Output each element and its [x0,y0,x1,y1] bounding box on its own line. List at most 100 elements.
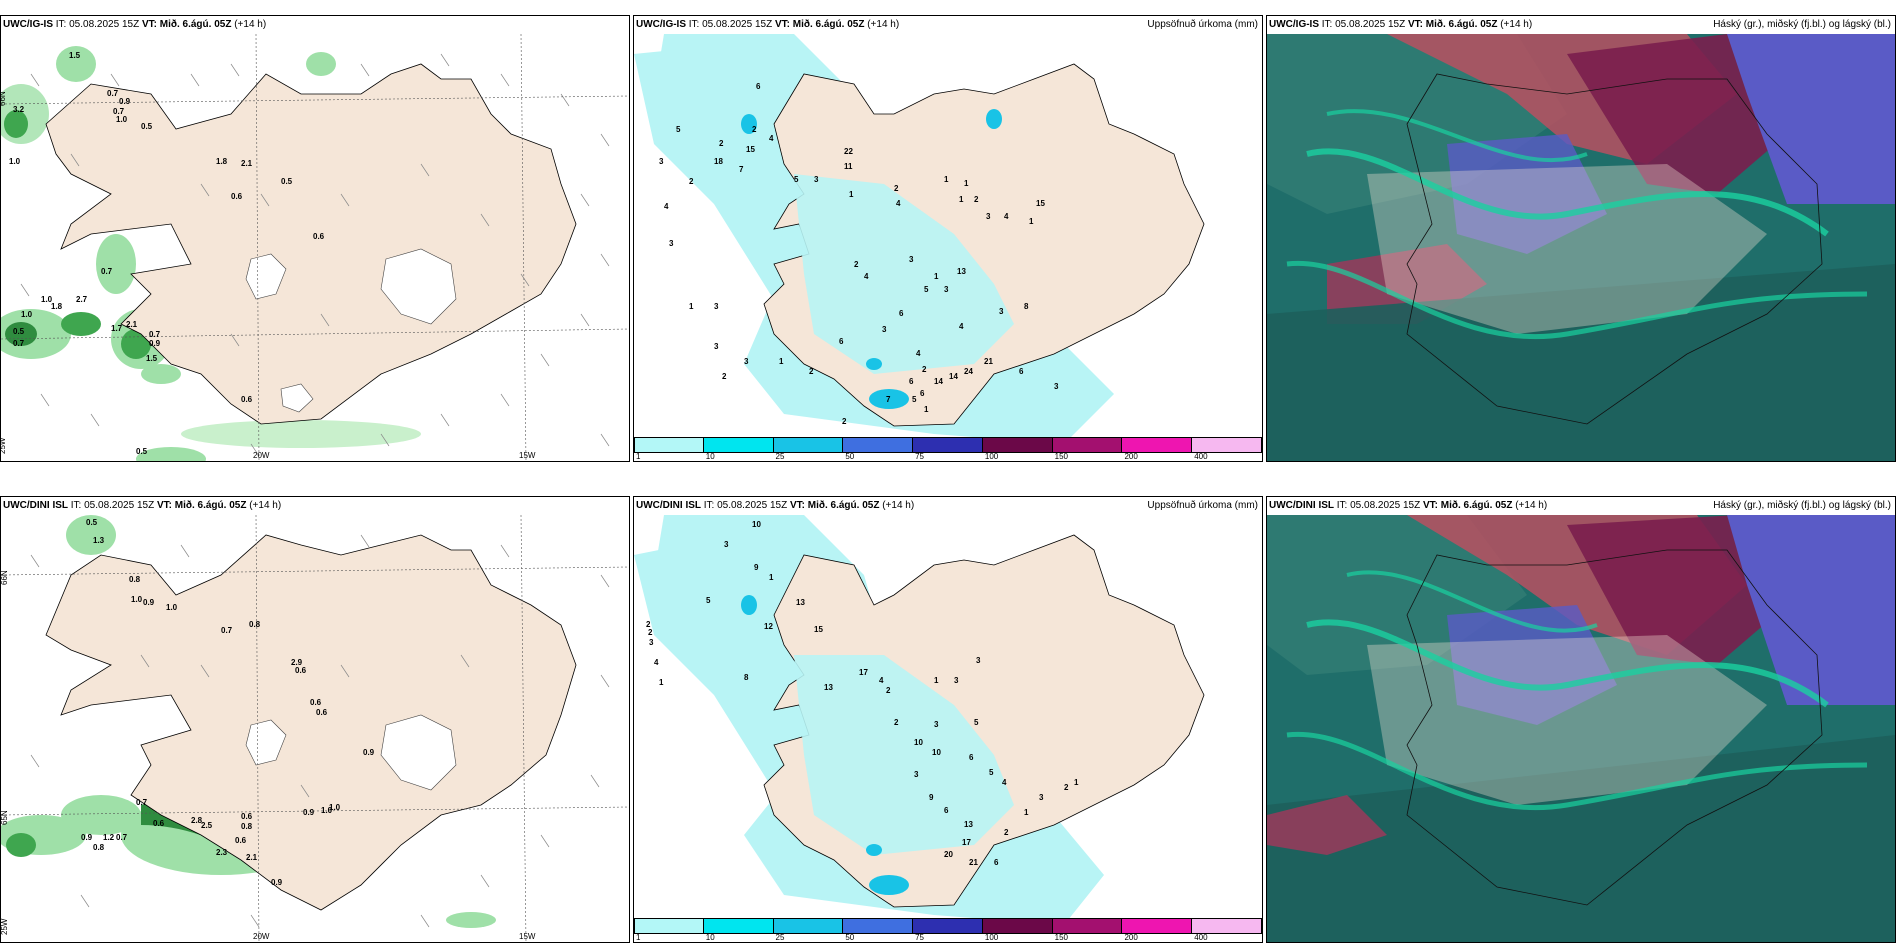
value-label: 1.5 [146,354,158,363]
colorbar-swatch [773,918,844,934]
value-label: 9 [929,793,934,802]
lead-time: (+14 h) [249,500,282,511]
value-label: 0.7 [107,89,119,98]
iceland-coastline [1406,549,1823,906]
lead-time: (+14 h) [234,19,267,30]
map-area[interactable]: 0.5 1.3 0.8 1.0 0.9 1.0 0.7 0.8 0.6 2.9 0.6 0.6 0.9 0… [1,515,629,942]
value-label: 4 [916,349,921,358]
value-label: 0.6 [235,836,247,845]
value-label: 3 [659,157,664,166]
value-label: 2.1 [126,320,138,329]
value-label: 6 [994,858,999,867]
value-label: 4 [864,272,869,281]
value-label: 2 [648,628,653,637]
iceland-landmass [45,63,577,425]
value-label: 3 [954,676,959,685]
panel-header: UWC/DINI ISL IT: 05.08.2025 15Z VT: Mið.… [1267,497,1895,515]
value-label: 1.0 [41,295,53,304]
value-label: 2.7 [76,295,88,304]
value-label: 9 [754,563,759,572]
value-label: 4 [1004,212,1009,221]
value-label: 0.6 [153,819,165,828]
map-area[interactable] [1267,515,1895,942]
vt-label: VT: [141,19,157,30]
value-label: 1.2 [103,833,115,842]
value-label: 1.8 [216,157,228,166]
value-label: 2.8 [191,816,203,825]
it-label: IT: [55,19,67,30]
value-label: 1.5 [69,51,81,60]
value-label: 0.6 [231,192,243,201]
value-label: 1.0 [21,310,33,319]
value-label: 6 [909,377,914,386]
value-label: 13 [957,267,966,276]
value-label: 18 [714,157,723,166]
value-label: 2.5 [201,821,213,830]
colorbar-tick-label: 50 [845,452,855,461]
value-label: 3 [999,307,1004,316]
panel-title: Háský (gr.), miðský (fj.bl.) og lágský (… [1713,19,1891,30]
value-label: 0.6 [313,232,325,241]
value-label: 17 [859,668,868,677]
wind-barbs [20,53,610,457]
map-area[interactable]: 5 6 3 2 2 2 4 18 15 7 5 3 4 22 11 1 1 2 4 1 3 15 1 2 1 3 4 2 4 3 1 13 5 3… [634,34,1262,461]
value-label: 3 [744,357,749,366]
value-label: 0.8 [93,843,105,852]
value-label: 13 [796,598,805,607]
value-label: 3 [714,342,719,351]
colorbar-tick-label: 75 [915,933,925,942]
value-label: 0.7 [101,267,113,276]
value-label: 6 [899,309,904,318]
vt-time: Mið. 6.ágú. 05Z [159,19,232,30]
value-label: 13 [824,683,833,692]
it-label: IT: [70,500,82,511]
vt-label: VT: [1407,19,1423,30]
value-label: 2.9 [291,658,303,667]
value-label: 2 [689,177,694,186]
value-labels: 1.50.73.20.90.71.00.51.0 1.8 2.10.60.50.60… [9,51,325,456]
value-label: 4 [664,202,669,211]
value-label: 4 [654,658,659,667]
value-label: 3 [1039,793,1044,802]
panel-header: UWC/DINI ISL IT: 05.08.2025 15Z VT: Mið.… [1,497,629,515]
value-label: 0.9 [81,833,93,842]
value-label: 0.5 [281,177,293,186]
map-area[interactable]: 10 3 9 1 13 5 12 15 2 2 3 4 1 8 13 17 4 2 1 3 3 3 5 2 10 10 6 3 5 4 9 6… [634,515,1262,942]
axis-label-20w: 20W [253,451,270,460]
colorbar-tick-label: 1 [636,933,641,942]
map-area[interactable] [1267,34,1895,461]
axis-label-15w: 15W [519,451,536,460]
value-label: 7 [886,395,891,404]
colorbar-swatch [913,918,983,934]
colorbar-tick-label: 75 [915,452,925,461]
axis-label-66n: 66N [1,91,7,106]
value-label: 5 [989,768,994,777]
value-label: 1 [934,676,939,685]
value-label: 0.7 [149,330,161,339]
precip-panel-ig: UWC/IG-IS IT: 05.08.2025 15Z VT: Mið. 6.… [633,15,1263,462]
value-label: 3 [882,325,887,334]
value-label: 2 [1064,783,1069,792]
colorbar-tick-label: 200 [1124,452,1138,461]
value-label: 17 [962,838,971,847]
value-label: 10 [914,738,923,747]
value-label: 5 [676,125,681,134]
value-label: 0.8 [249,620,261,629]
value-label: 0.7 [136,798,148,807]
value-label: 0.8 [241,822,253,831]
colorbar-tick-label: 50 [845,933,855,942]
map-area[interactable]: 1.5 0.7 3.2 0.9 0.7 1.0 0.5 1.0 1.8 2.1 0.6 0.5 0.6 0… [1,34,629,461]
lead-time: (+14 h) [1515,500,1548,511]
value-label: 1.3 [93,536,105,545]
colorbar-swatch [1122,918,1193,934]
value-label: 1 [964,179,969,188]
value-label: 6 [920,389,925,398]
colorbar-tick-label: 25 [775,452,785,461]
lead-time: (+14 h) [867,19,900,30]
colorbar: 1 10 25 50 75 100 150 200 400 [634,437,1262,461]
value-label: 4 [959,322,964,331]
value-label: 1 [849,190,854,199]
